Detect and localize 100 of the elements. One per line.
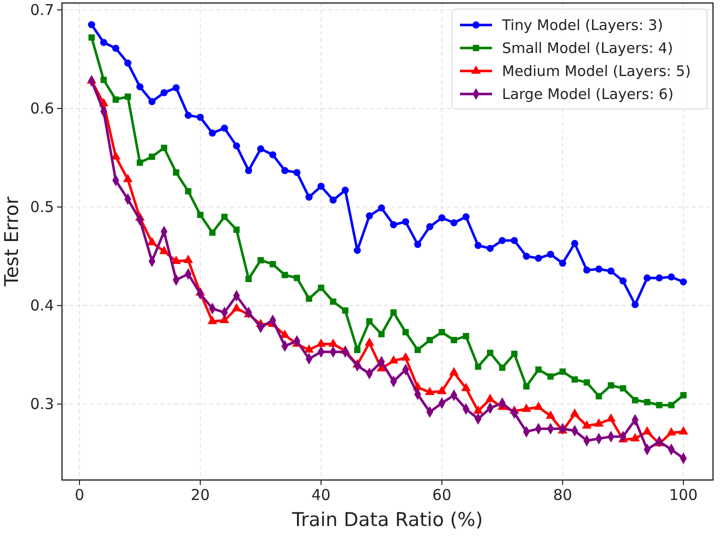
point [172, 169, 180, 176]
point [294, 274, 300, 282]
point [282, 272, 288, 278]
point [330, 298, 336, 305]
point [88, 21, 96, 28]
point [583, 266, 590, 274]
point [499, 364, 506, 371]
point [220, 124, 228, 132]
legend-label: Medium Model (Layers: 5) [502, 64, 691, 80]
point [656, 402, 662, 408]
point [678, 426, 688, 434]
point [124, 60, 132, 67]
point [656, 274, 663, 282]
y-tick-label: 0.3 [30, 395, 54, 414]
point [184, 112, 192, 119]
point [160, 89, 168, 96]
point [196, 114, 204, 121]
point [450, 336, 458, 344]
point [245, 276, 252, 282]
point [402, 329, 409, 336]
point [100, 38, 108, 46]
point [390, 309, 397, 316]
point [607, 268, 615, 275]
point [619, 277, 627, 284]
point [390, 221, 398, 228]
point [328, 338, 338, 347]
point [522, 403, 532, 412]
point [136, 83, 144, 90]
point [208, 130, 216, 137]
point [258, 257, 264, 264]
point [595, 266, 602, 273]
point [342, 186, 349, 194]
point [305, 194, 313, 201]
point [112, 96, 119, 103]
point [437, 386, 447, 394]
point [366, 318, 373, 324]
point [159, 246, 169, 254]
x-tick-label: 80 [553, 486, 572, 504]
point [123, 174, 133, 182]
point [388, 355, 398, 364]
y-tick-label: 0.4 [30, 296, 54, 315]
point [100, 76, 107, 84]
point [644, 398, 650, 406]
point [559, 368, 566, 375]
point [232, 302, 242, 312]
point [414, 240, 422, 248]
point [487, 350, 494, 356]
point [571, 240, 578, 248]
point [148, 98, 156, 106]
point [474, 242, 482, 250]
point [594, 418, 604, 427]
point [366, 212, 373, 220]
point [270, 261, 276, 268]
point [414, 346, 421, 354]
point [570, 408, 580, 417]
point [584, 379, 590, 386]
point [666, 427, 676, 436]
point [160, 144, 168, 152]
point [112, 44, 120, 52]
point [572, 376, 578, 383]
point [511, 350, 518, 358]
legend-label: Small Model (Layers: 4) [502, 41, 674, 57]
point [582, 420, 592, 429]
point [498, 236, 506, 244]
point [596, 393, 602, 400]
point [630, 433, 640, 442]
point [400, 352, 410, 361]
point [449, 367, 459, 376]
point [293, 168, 300, 176]
y-tick-label: 0.6 [30, 99, 54, 118]
point [402, 218, 410, 226]
point [485, 394, 495, 402]
y-axis-title: Test Error [1, 196, 23, 288]
point [318, 182, 325, 190]
point [632, 301, 639, 308]
point [281, 166, 288, 174]
point [559, 260, 566, 267]
x-tick-label: 0 [74, 486, 84, 504]
point [632, 397, 638, 404]
point [147, 236, 157, 246]
point [378, 204, 386, 212]
point [318, 284, 324, 291]
legend-label: Large Model (Layers: 6) [502, 87, 674, 103]
point [171, 256, 181, 264]
point [364, 337, 374, 346]
point [668, 273, 675, 281]
point [486, 244, 494, 252]
point [209, 229, 216, 236]
point [257, 145, 264, 152]
point [245, 166, 252, 174]
point [461, 382, 471, 392]
point [534, 402, 544, 410]
point [378, 330, 385, 338]
point [197, 212, 204, 218]
point [438, 329, 446, 336]
point [354, 346, 360, 354]
point [233, 226, 240, 233]
point [462, 213, 470, 220]
point [172, 84, 180, 92]
point [642, 426, 652, 434]
